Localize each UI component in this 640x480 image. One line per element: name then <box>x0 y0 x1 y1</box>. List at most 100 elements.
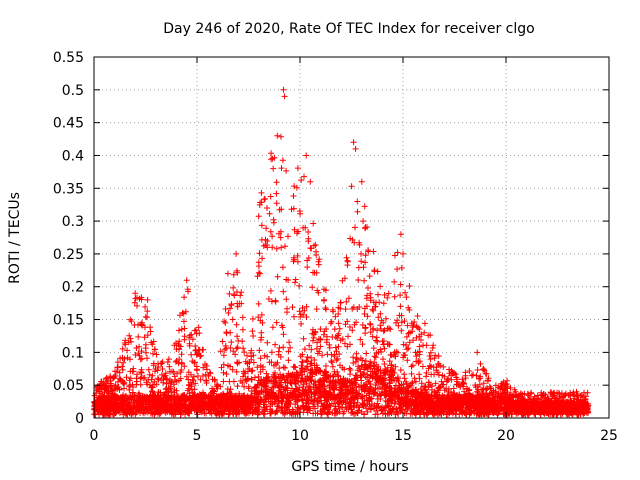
data-point <box>256 381 263 388</box>
data-point <box>416 408 422 415</box>
data-point <box>142 313 149 320</box>
data-point <box>387 406 394 413</box>
data-point <box>402 352 409 359</box>
data-point <box>145 397 152 404</box>
data-point <box>234 383 241 390</box>
data-point <box>305 384 312 391</box>
data-point <box>121 385 127 392</box>
data-point <box>483 370 490 377</box>
data-point <box>262 376 269 383</box>
data-point <box>465 394 472 401</box>
data-point <box>430 342 437 349</box>
data-point <box>388 373 394 380</box>
data-point <box>141 399 148 405</box>
data-point <box>103 376 109 382</box>
data-point <box>258 199 265 206</box>
data-point <box>367 329 374 336</box>
data-point <box>427 356 434 363</box>
data-point <box>166 376 173 383</box>
data-point <box>149 372 156 379</box>
data-point <box>307 245 314 252</box>
data-point <box>148 376 155 383</box>
data-point <box>280 372 287 379</box>
data-point <box>396 384 403 391</box>
data-point <box>438 378 445 385</box>
data-point <box>142 324 148 331</box>
data-point <box>241 392 248 399</box>
data-point <box>279 157 286 164</box>
data-point <box>256 250 263 257</box>
data-point <box>296 282 303 289</box>
data-point <box>364 313 371 320</box>
data-point <box>257 369 264 375</box>
data-point <box>228 397 235 404</box>
data-point <box>195 324 202 331</box>
data-point <box>308 346 315 353</box>
data-point <box>403 333 410 340</box>
data-point <box>413 389 420 396</box>
data-point <box>332 334 339 340</box>
data-point <box>406 283 413 289</box>
data-point <box>339 364 346 371</box>
data-point <box>273 245 280 252</box>
data-point <box>268 349 275 356</box>
data-point <box>228 339 235 346</box>
data-point <box>283 402 290 409</box>
data-point <box>349 236 356 243</box>
data-point <box>218 411 225 418</box>
data-point <box>357 336 364 343</box>
data-point <box>358 258 365 265</box>
data-point <box>398 264 405 271</box>
data-point <box>150 362 157 369</box>
data-point <box>364 292 371 299</box>
data-point <box>141 334 148 341</box>
data-point <box>244 352 250 359</box>
data-point <box>137 410 144 416</box>
data-point <box>239 314 246 321</box>
data-point <box>420 342 426 349</box>
data-point <box>263 403 270 410</box>
data-point <box>255 259 262 266</box>
data-point <box>367 297 374 304</box>
data-point <box>313 248 319 255</box>
data-point <box>356 304 363 310</box>
data-point <box>560 402 567 409</box>
data-point <box>155 389 162 396</box>
data-point <box>349 409 356 416</box>
data-point <box>459 380 466 387</box>
data-point <box>145 366 152 373</box>
data-point <box>394 409 401 416</box>
data-point <box>468 408 475 415</box>
data-point <box>188 331 195 338</box>
data-point <box>255 213 262 220</box>
data-point <box>394 266 401 273</box>
data-point <box>282 243 288 250</box>
data-point <box>494 411 501 418</box>
data-point <box>382 404 389 411</box>
data-point <box>378 378 384 385</box>
data-point <box>346 324 353 330</box>
data-point <box>409 362 416 369</box>
data-point <box>255 314 262 321</box>
data-point <box>236 410 242 417</box>
data-point <box>263 370 270 377</box>
data-point <box>409 324 416 331</box>
data-point <box>269 233 276 240</box>
data-point <box>321 328 328 335</box>
data-point <box>138 348 145 355</box>
data-point <box>325 373 332 380</box>
data-point <box>229 366 236 373</box>
data-point <box>185 369 192 376</box>
data-point <box>262 242 269 249</box>
data-point <box>375 291 381 298</box>
data-point <box>196 330 203 337</box>
data-point <box>302 387 309 394</box>
data-point <box>276 365 283 372</box>
data-point <box>289 304 296 311</box>
data-point <box>279 264 286 271</box>
data-point <box>165 356 172 363</box>
data-point <box>310 326 316 333</box>
data-point <box>178 326 185 333</box>
data-point <box>228 302 235 309</box>
data-point <box>348 410 355 416</box>
